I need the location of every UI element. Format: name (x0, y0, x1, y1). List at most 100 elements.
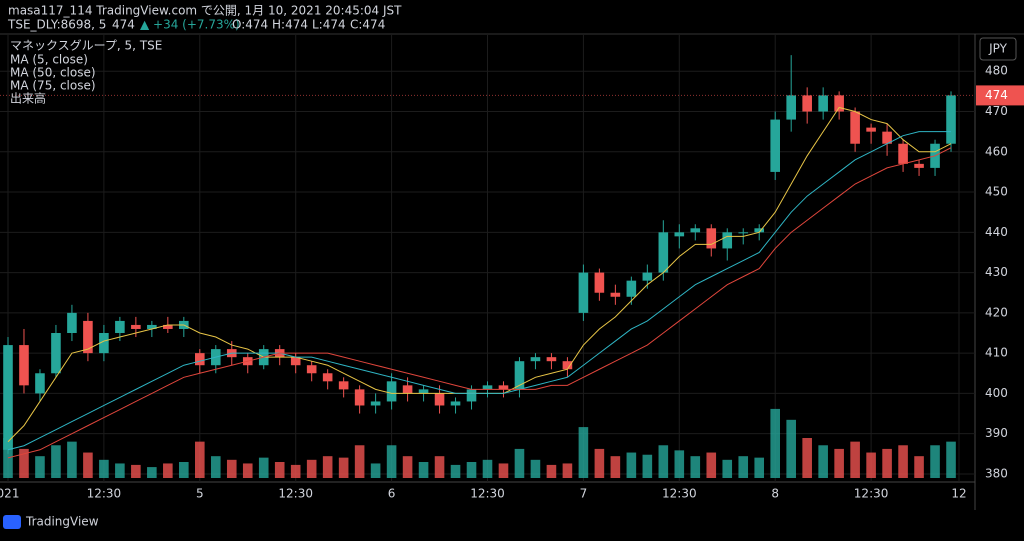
volume-bar (258, 457, 269, 478)
candle-body (786, 95, 796, 120)
currency-box[interactable] (979, 37, 1017, 61)
volume-bar (67, 441, 77, 478)
volume-bar (19, 448, 29, 478)
candle-body (722, 232, 733, 249)
y-tick-label: 480 (985, 64, 1008, 78)
candle-body (706, 228, 717, 249)
volume-bar (898, 445, 908, 478)
legend-item: MA (75, close) (10, 79, 96, 93)
candle-body (626, 280, 637, 297)
candle-body (195, 353, 205, 366)
candle-body (482, 385, 493, 390)
volume-bar (802, 438, 812, 478)
volume-bar (354, 445, 365, 478)
candle-body (99, 333, 109, 354)
candle-body (386, 381, 397, 402)
candle-body (850, 111, 860, 144)
volume-bar (546, 464, 557, 478)
x-tick-label: 12 (951, 487, 966, 501)
candle-body (802, 95, 812, 112)
volume-bar (179, 462, 189, 478)
candle-body (594, 272, 605, 293)
y-tick-label: 410 (985, 346, 1008, 360)
candle-body (674, 232, 685, 237)
volume-bar (786, 419, 796, 478)
candle-body (19, 345, 29, 386)
volume-bar (338, 457, 349, 478)
symbol: TSE_DLY:8698, 5 (7, 18, 106, 32)
currency[interactable]: JPY (988, 42, 1008, 56)
candle-body (147, 324, 157, 329)
candle-body (466, 389, 477, 402)
volume-bar (930, 445, 940, 478)
y-tick-label: 440 (985, 225, 1008, 239)
volume-bar (35, 456, 45, 478)
x-tick-label: 12:30 (278, 487, 313, 501)
candle-body (914, 163, 924, 168)
candle-body (306, 365, 317, 374)
volume-bar (658, 445, 669, 478)
candle-body (690, 228, 701, 233)
volume-bar (834, 448, 844, 478)
ohlc: H:474 (272, 18, 308, 32)
volume-bar (466, 462, 477, 478)
volume-bar (914, 456, 924, 478)
candle-body (115, 320, 125, 333)
candle-body (866, 127, 876, 132)
candle-body (51, 333, 61, 374)
volume-bar (946, 441, 956, 478)
volume-bar (226, 459, 237, 478)
candle-body (578, 272, 589, 313)
volume-bar (674, 450, 685, 478)
change: ▲ +34 (+7.73%) (140, 18, 240, 32)
y-tick-label: 380 (985, 466, 1008, 480)
candle-body (370, 401, 381, 406)
x-tick-label: 6 (388, 487, 396, 501)
volume-bar (562, 463, 573, 478)
candle-body (67, 312, 77, 333)
volume-bar (83, 452, 93, 478)
legend-item: マネックスグループ, 5, TSE (10, 39, 162, 53)
candle-body (770, 119, 780, 172)
volume-bar (594, 448, 605, 478)
volume-bar (402, 456, 413, 478)
candle-body (338, 381, 349, 390)
candle-body (882, 131, 892, 144)
volume-bar (706, 452, 717, 478)
footer-logo: TradingView (25, 515, 99, 529)
legend-item: MA (5, close) (10, 53, 88, 67)
y-tick-label: 390 (985, 426, 1008, 440)
volume-bar (434, 456, 445, 478)
ohlc: O:474 (232, 18, 268, 32)
volume-bar (498, 463, 509, 478)
y-tick-label: 470 (985, 104, 1008, 118)
volume-bar (770, 408, 780, 478)
x-tick-label: 021 (0, 487, 19, 501)
volume-bar (147, 467, 157, 478)
volume-bar (306, 459, 317, 478)
volume-bar (610, 456, 621, 478)
volume-bar (882, 448, 892, 478)
volume-bar (642, 454, 653, 478)
x-tick-label: 12:30 (470, 487, 505, 501)
x-tick-label: 12:30 (87, 487, 122, 501)
ma-line (7, 131, 952, 451)
last-price-label: 474 (985, 88, 1008, 102)
candle-body (354, 389, 365, 406)
volume-bar (418, 462, 429, 478)
candle-body (322, 373, 333, 382)
volume-bar (514, 448, 525, 478)
candle-body (530, 357, 541, 362)
publisher: masa117_114 TradingView.com で公開, 1月 10, … (8, 4, 402, 18)
y-tick-label: 460 (985, 144, 1008, 158)
volume-bar (51, 445, 61, 478)
candle-body (83, 320, 93, 354)
volume-bar (866, 452, 876, 478)
logo (3, 515, 21, 529)
volume-bar (818, 445, 828, 478)
y-tick-label: 400 (985, 386, 1008, 400)
candle-body (3, 345, 13, 450)
candle-body (450, 401, 461, 406)
